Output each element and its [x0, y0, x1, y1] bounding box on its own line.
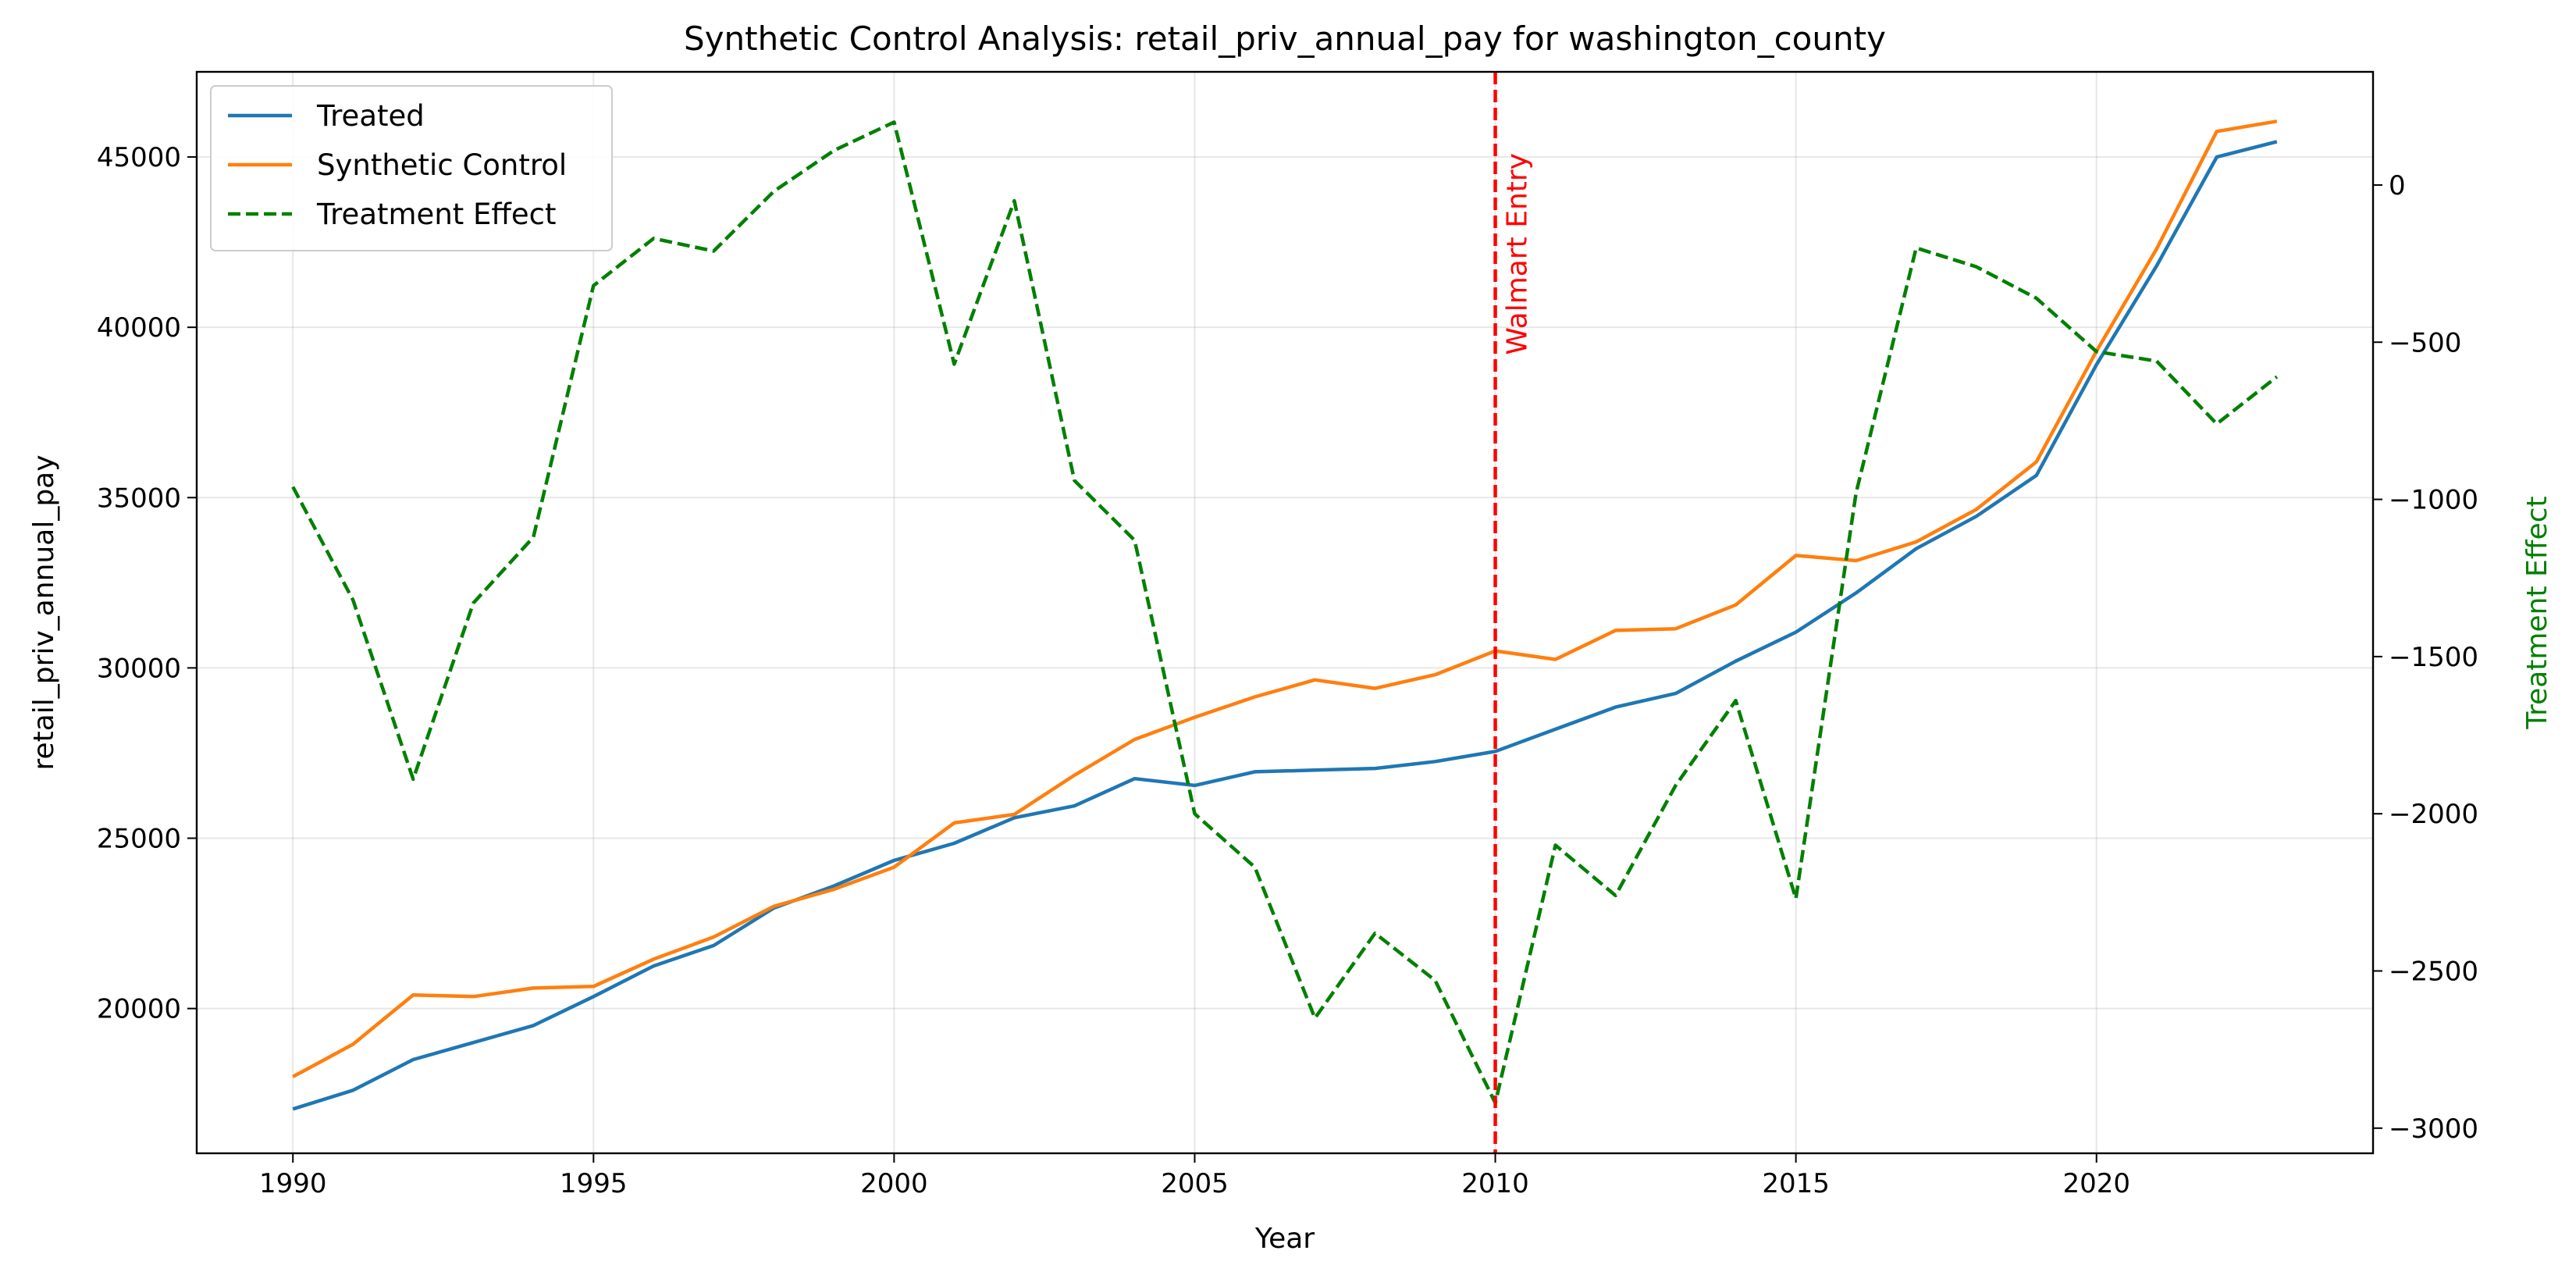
y-tick-label: 25000 — [97, 823, 181, 854]
y2-tick-label: −2000 — [2389, 799, 2478, 830]
legend-label: Treated — [316, 99, 425, 133]
y2-tick-label: −2500 — [2389, 956, 2478, 987]
legend-label: Synthetic Control — [317, 148, 567, 182]
legend: Treated Synthetic Control Treatment Effect — [210, 85, 613, 251]
chart-title: Synthetic Control Analysis: retail_priv_… — [684, 20, 1886, 58]
grid — [197, 72, 2373, 1153]
series-line-synthetic-control — [292, 119, 2278, 1078]
x-tick-label: 1995 — [560, 1168, 628, 1199]
y2-axis-label: Treatment Effect — [2521, 496, 2553, 729]
plot-frame — [195, 70, 2375, 1155]
y-tick-label: 40000 — [97, 312, 181, 344]
x-axis-label: Year — [1254, 1223, 1315, 1255]
x-tick-label: 2020 — [2062, 1168, 2130, 1199]
y-tick-label: 30000 — [97, 653, 181, 684]
y-tick-label: 35000 — [97, 483, 181, 514]
walmart-entry-label: Walmart Entry — [1502, 153, 1534, 355]
y2-tick-label: −1000 — [2389, 485, 2478, 516]
axes: 1990 1995 2000 2005 2010 2015 2020 20000 25000 30… — [97, 142, 2478, 1199]
x-tick-label: 2015 — [1762, 1168, 1830, 1199]
x-tick-label: 2010 — [1461, 1168, 1529, 1199]
y2-tick-label: −1500 — [2389, 642, 2478, 673]
y-tick-label: 45000 — [97, 142, 181, 173]
x-tick-label: 1990 — [259, 1168, 327, 1199]
y2-tick-label: −3000 — [2389, 1113, 2478, 1145]
series-line-treatment-effect — [291, 120, 2279, 1105]
y-axis-label: retail_priv_annual_pay — [28, 454, 60, 770]
series-line-treated — [292, 140, 2278, 1111]
y2-tick-label: 0 — [2389, 170, 2406, 201]
legend-label: Treatment Effect — [316, 198, 557, 231]
legend-box — [210, 85, 613, 251]
x-tick-label: 2005 — [1161, 1168, 1229, 1199]
y-tick-label: 20000 — [97, 994, 181, 1025]
x-tick-label: 2000 — [860, 1168, 928, 1199]
annotation-layer: Walmart Entry — [1493, 72, 1534, 1153]
y2-tick-label: −500 — [2389, 327, 2461, 358]
series-layer — [291, 119, 2279, 1111]
